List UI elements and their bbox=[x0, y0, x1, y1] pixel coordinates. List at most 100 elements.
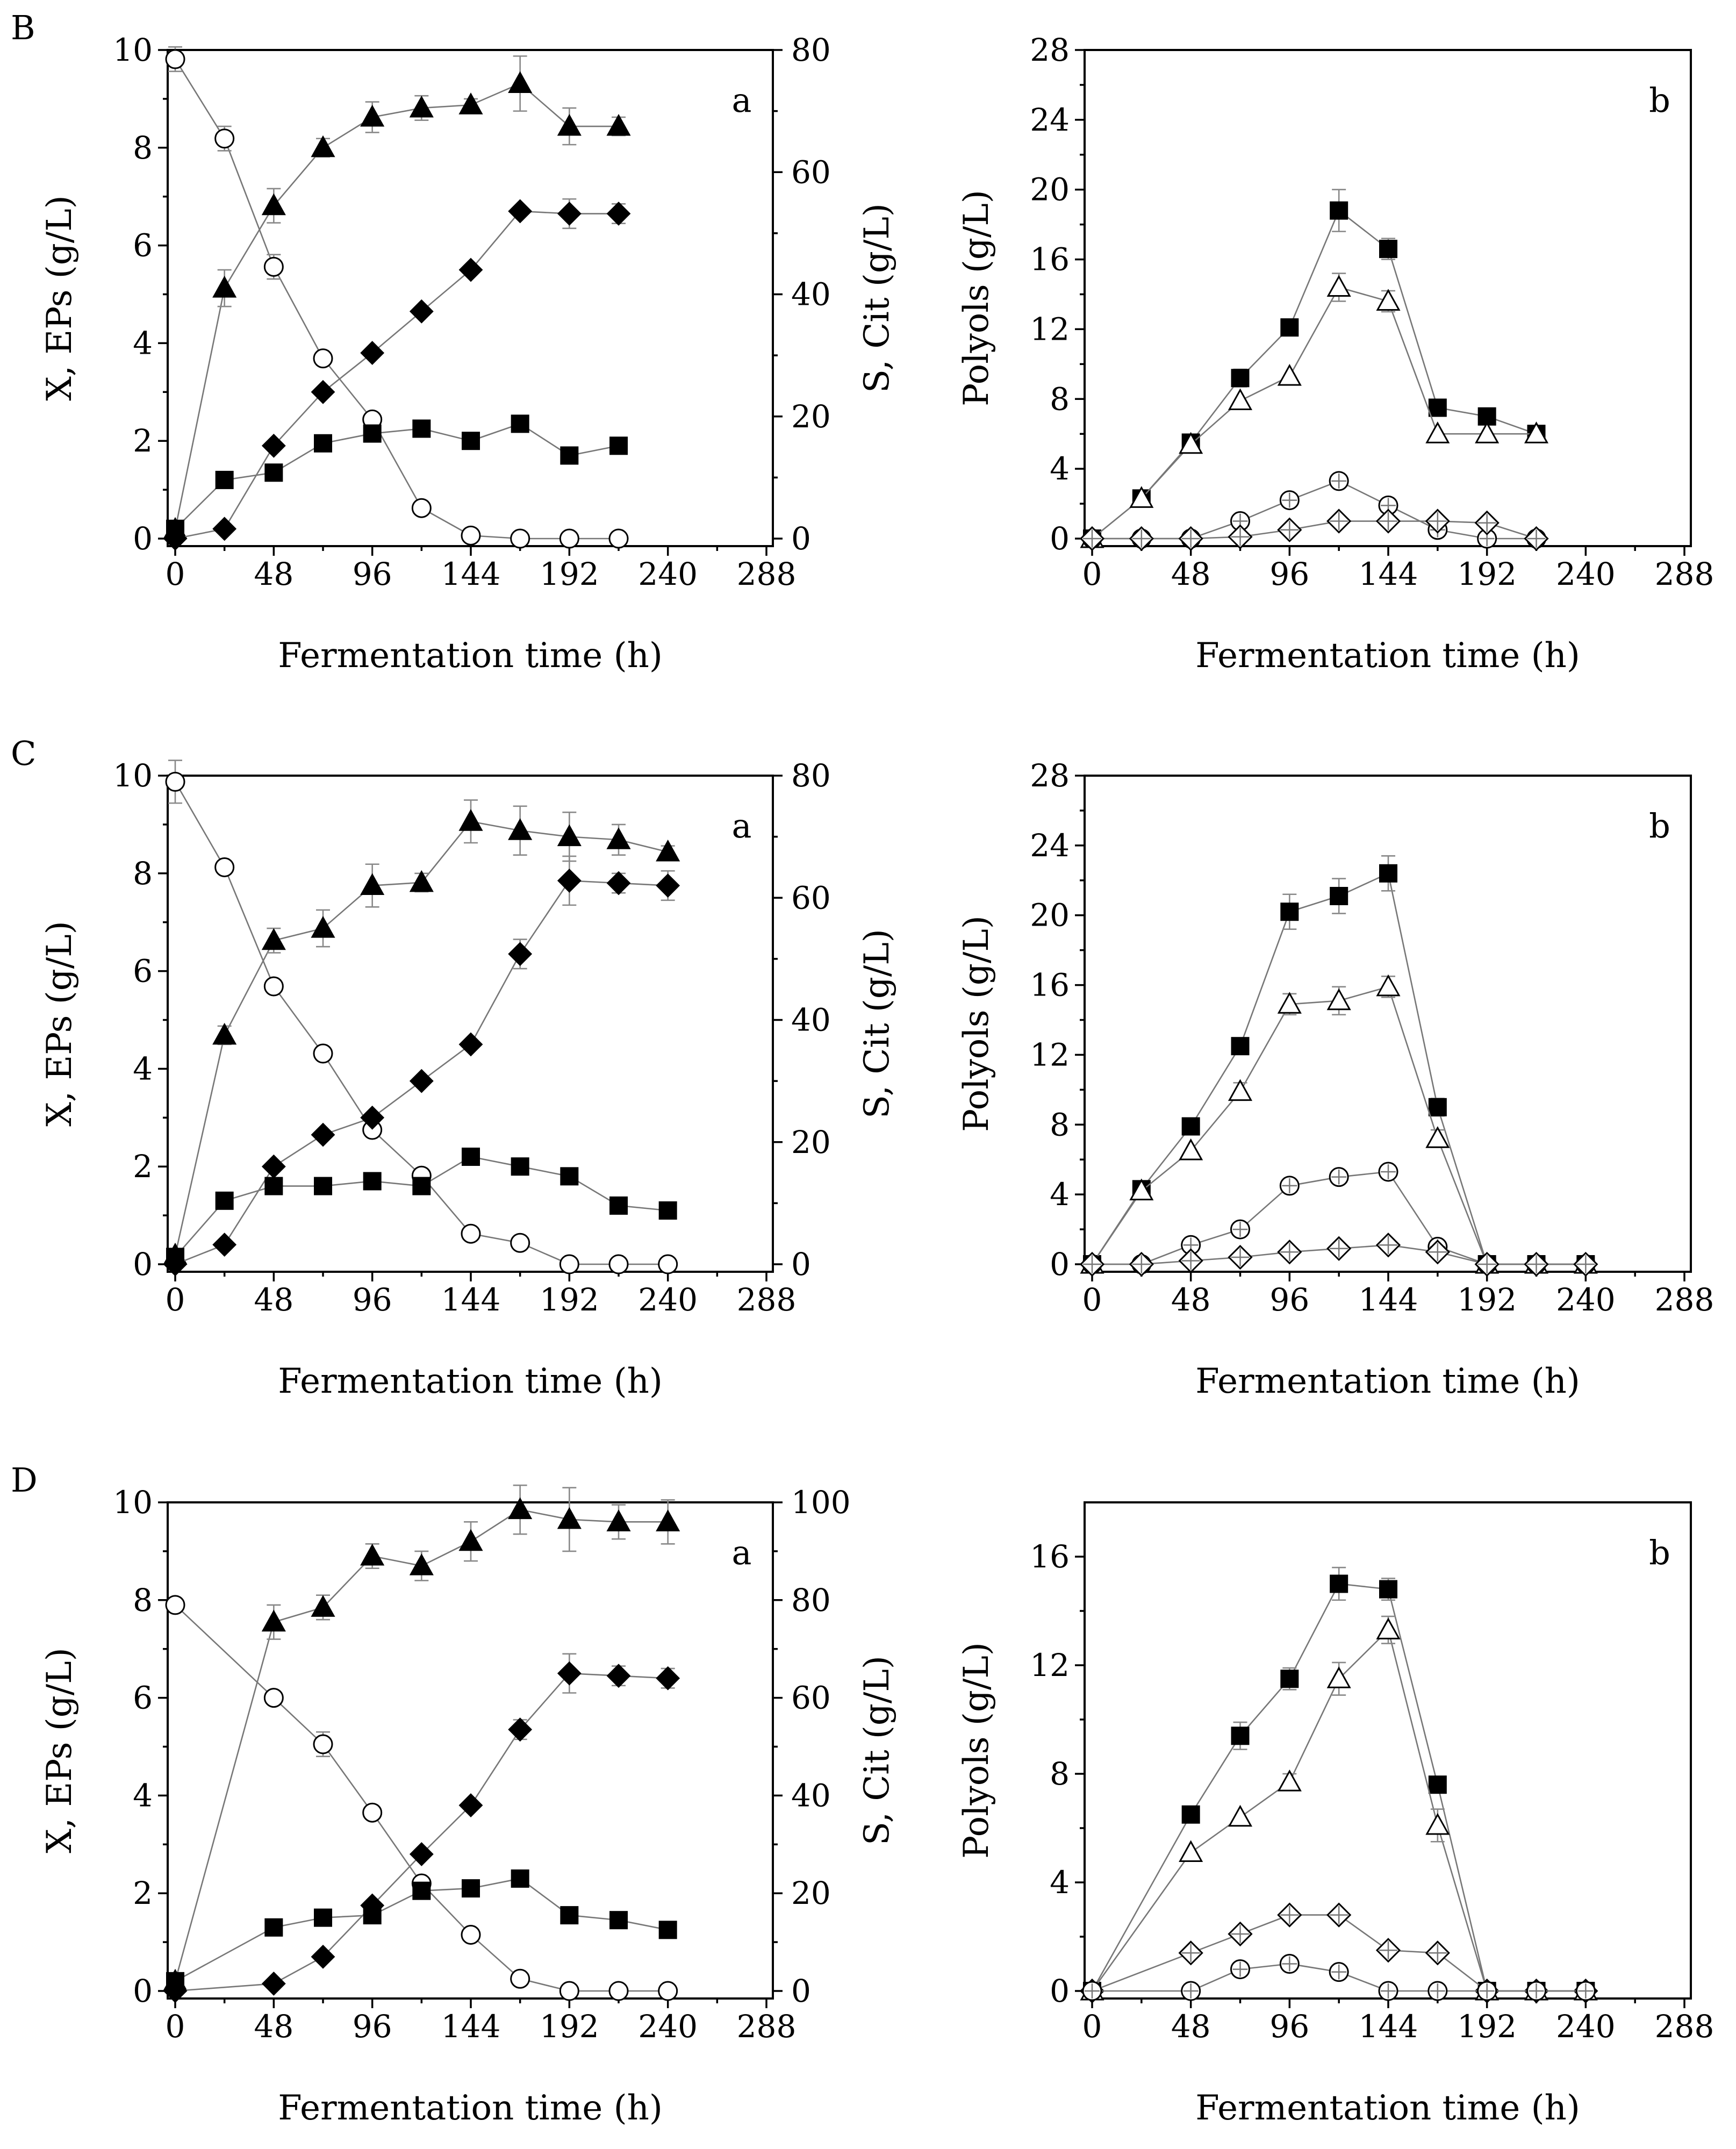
data-point bbox=[360, 873, 385, 896]
y-tick-label: 10 bbox=[113, 32, 153, 68]
y-tick-label: 28 bbox=[1030, 757, 1070, 794]
data-point bbox=[311, 135, 335, 157]
panel-label: a bbox=[732, 81, 752, 120]
data-point bbox=[1326, 1666, 1351, 1688]
data-point bbox=[1575, 1981, 1596, 2001]
data-point bbox=[311, 379, 335, 404]
data-point bbox=[609, 1911, 628, 1930]
data-point bbox=[214, 128, 235, 149]
data-point bbox=[511, 1869, 529, 1888]
series-line bbox=[174, 1509, 668, 1982]
row-label: D bbox=[11, 1460, 38, 1500]
data-point bbox=[212, 1022, 237, 1045]
y-tick-label: 20 bbox=[1030, 897, 1070, 934]
y-axis-title: X, EPs (g/L) bbox=[40, 921, 80, 1126]
data-point bbox=[412, 1177, 431, 1195]
x-tick-label: 0 bbox=[166, 2008, 185, 2045]
data-point bbox=[462, 1879, 480, 1898]
series-s bbox=[165, 760, 678, 1274]
data-point bbox=[508, 1717, 533, 1742]
data-point bbox=[1425, 1813, 1450, 1835]
series-cit bbox=[163, 799, 680, 1265]
data-point bbox=[1378, 1981, 1398, 2001]
series-x bbox=[166, 414, 628, 538]
x-axis-title: Fermentation time (h) bbox=[278, 1362, 663, 1401]
data-point bbox=[1231, 1037, 1250, 1056]
data-point bbox=[1477, 1981, 1497, 2001]
x-tick-label: 48 bbox=[254, 1281, 293, 1318]
y-tick-label: 10 bbox=[113, 1484, 153, 1521]
x-tick-label: 240 bbox=[638, 556, 698, 592]
y-tick-label: 0 bbox=[1050, 1973, 1070, 2009]
x-tick-label: 288 bbox=[737, 556, 797, 592]
y-tick-label: 28 bbox=[1030, 32, 1070, 68]
data-point bbox=[214, 857, 235, 877]
data-point bbox=[1279, 1176, 1300, 1196]
data-point bbox=[1379, 240, 1397, 259]
x-tick-label: 240 bbox=[638, 1281, 698, 1318]
y-tick-label: 8 bbox=[1050, 1756, 1070, 1792]
y-tick-label: 24 bbox=[1030, 827, 1070, 864]
x-tick-label: 96 bbox=[1269, 556, 1309, 592]
data-point bbox=[557, 1661, 582, 1686]
data-point bbox=[656, 873, 680, 898]
y-tick-label: 6 bbox=[133, 1680, 153, 1716]
y2-tick-label: 0 bbox=[791, 520, 811, 557]
data-point bbox=[314, 1177, 332, 1195]
y-tick-label: 4 bbox=[1050, 1176, 1070, 1213]
data-point bbox=[263, 1688, 284, 1708]
data-point bbox=[212, 276, 237, 298]
data-point bbox=[606, 871, 631, 896]
data-point bbox=[311, 1944, 335, 1969]
y-tick-label: 8 bbox=[133, 130, 153, 166]
y-tick-label: 8 bbox=[1050, 1106, 1070, 1143]
data-point bbox=[215, 470, 234, 489]
data-point bbox=[1178, 526, 1203, 551]
x-tick-label: 192 bbox=[540, 2008, 599, 2045]
x-tick-label: 144 bbox=[441, 556, 501, 592]
data-point bbox=[313, 1043, 333, 1064]
y-tick-label: 2 bbox=[133, 422, 153, 459]
data-point bbox=[608, 528, 629, 549]
y2-tick-label: 80 bbox=[791, 1582, 831, 1618]
data-point bbox=[557, 113, 582, 136]
data-point bbox=[559, 528, 579, 549]
y2-tick-label: 40 bbox=[791, 276, 831, 313]
x-tick-label: 48 bbox=[254, 556, 293, 592]
y-tick-label: 4 bbox=[1050, 1864, 1070, 1901]
y2-tick-label: 20 bbox=[791, 398, 831, 435]
data-point bbox=[1129, 486, 1154, 508]
data-point bbox=[557, 202, 582, 226]
data-point bbox=[1279, 490, 1300, 511]
data-point bbox=[511, 414, 529, 433]
panel-label: a bbox=[732, 806, 752, 846]
y-tick-label: 4 bbox=[133, 1050, 153, 1087]
y-tick-label: 16 bbox=[1030, 1538, 1070, 1575]
data-point bbox=[508, 199, 533, 224]
data-point bbox=[409, 1069, 434, 1093]
data-point bbox=[510, 1233, 530, 1253]
data-point bbox=[1179, 1840, 1203, 1862]
series-line bbox=[175, 422, 619, 529]
data-point bbox=[362, 1802, 383, 1823]
x-tick-label: 48 bbox=[254, 2008, 293, 2045]
data-point bbox=[1329, 1962, 1349, 1982]
data-point bbox=[165, 49, 185, 69]
y-axis-title: Polyols (g/L) bbox=[957, 190, 996, 406]
data-point bbox=[658, 1201, 677, 1220]
data-point bbox=[1079, 1251, 1105, 1277]
data-point bbox=[606, 113, 631, 136]
data-point bbox=[1326, 508, 1352, 534]
y-tick-label: 8 bbox=[133, 1582, 153, 1618]
data-point bbox=[1573, 1251, 1598, 1277]
data-point bbox=[462, 432, 480, 450]
y-axis-title: X, EPs (g/L) bbox=[40, 1647, 80, 1853]
data-point bbox=[1228, 1079, 1253, 1101]
x-tick-label: 96 bbox=[353, 1281, 392, 1318]
data-point bbox=[1231, 1727, 1250, 1745]
data-point bbox=[1277, 1240, 1302, 1265]
data-point bbox=[511, 1157, 529, 1176]
y2-tick-label: 80 bbox=[791, 757, 831, 794]
data-point bbox=[412, 1881, 431, 1900]
data-point bbox=[1425, 1940, 1450, 1966]
